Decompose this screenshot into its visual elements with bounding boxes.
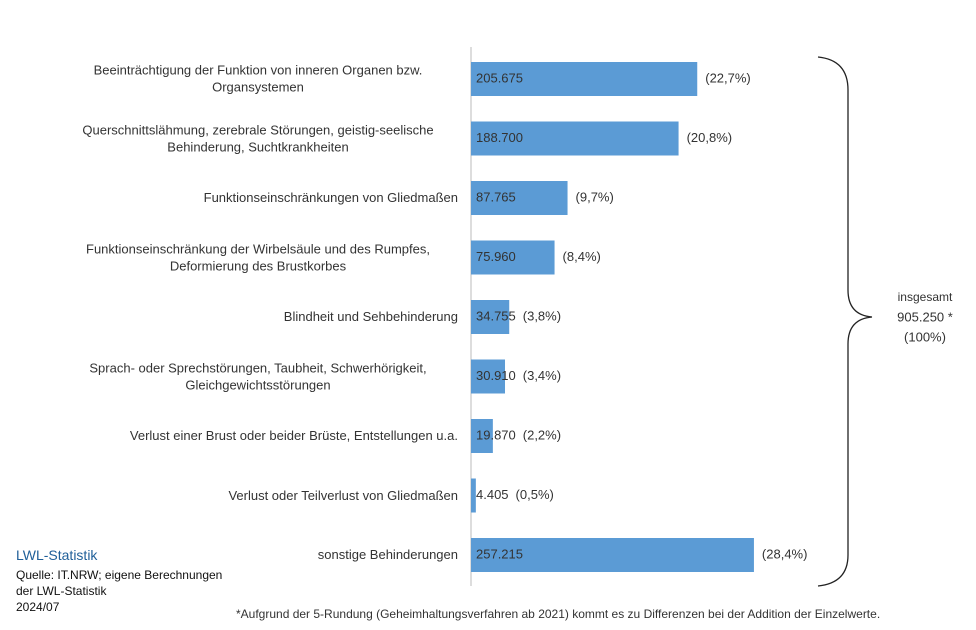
share-label: (2,2%) xyxy=(523,427,561,442)
share-label: (20,8%) xyxy=(687,130,733,145)
category-label-box: Funktionseinschränkung der Wirbelsäule u… xyxy=(48,240,458,275)
bar xyxy=(471,538,754,572)
category-label-box: Sprach- oder Sprechstörungen, Taubheit, … xyxy=(48,359,458,394)
total-label: insgesamt xyxy=(898,290,953,304)
category-label: Verlust einer Brust oder beider Brüste, … xyxy=(129,428,458,443)
total-share: (100%) xyxy=(904,329,946,344)
value-label: 75.960 xyxy=(476,249,516,264)
share-label: (0,5%) xyxy=(516,487,554,502)
value-label: 4.405 xyxy=(476,487,509,502)
brace xyxy=(817,56,873,587)
bar xyxy=(471,62,698,96)
bar xyxy=(471,478,476,513)
category-label-box: Beeinträchtigung der Funktion von innere… xyxy=(48,62,458,97)
bar xyxy=(471,181,568,215)
category-label-box: Verlust oder Teilverlust von Gliedmaßen xyxy=(48,487,458,505)
category-label-box: Querschnittslähmung, zerebrale Störungen… xyxy=(48,121,458,156)
value-label: 188.700 xyxy=(476,130,523,145)
category-label-box: Verlust einer Brust oder beider Brüste, … xyxy=(48,427,458,445)
category-label-box: Blindheit und Sehbehinderung xyxy=(48,308,458,326)
source-line: der LWL-Statistik xyxy=(16,584,107,598)
bar xyxy=(471,240,555,275)
category-label: Querschnittslähmung, zerebrale Störungen… xyxy=(82,122,434,154)
category-label: Sprach- oder Sprechstörungen, Taubheit, … xyxy=(89,360,427,392)
source-line: Quelle: IT.NRW; eigene Berechnungen xyxy=(16,568,223,582)
category-label: Funktionseinschränkungen von Gliedmaßen xyxy=(203,190,458,205)
share-label: (3,4%) xyxy=(523,368,561,383)
category-label: sonstige Behinderungen xyxy=(317,547,458,562)
footnote: *Aufgrund der 5-Rundung (Geheimhaltungsv… xyxy=(236,607,880,621)
share-label: (3,8%) xyxy=(523,308,561,323)
value-label: 257.215 xyxy=(476,546,523,561)
category-label-box: sonstige Behinderungen xyxy=(48,546,458,564)
bar xyxy=(471,359,506,394)
share-label: (9,7%) xyxy=(576,189,614,204)
value-label: 87.765 xyxy=(476,189,516,204)
source-title: LWL-Statistik xyxy=(16,547,98,563)
category-label: Funktionseinschränkung der Wirbelsäule u… xyxy=(86,241,430,273)
share-label: (22,7%) xyxy=(705,70,751,85)
category-label: Verlust oder Teilverlust von Gliedmaßen xyxy=(228,487,458,503)
source-date: 2024/07 xyxy=(16,600,60,614)
category-label-box: Funktionseinschränkungen von Gliedmaßen xyxy=(48,189,458,207)
share-label: (8,4%) xyxy=(563,249,601,264)
value-label: 205.675 xyxy=(476,70,523,85)
category-label: Beeinträchtigung der Funktion von innere… xyxy=(93,62,423,95)
total-value: 905.250 * xyxy=(897,309,953,324)
bar xyxy=(471,300,510,334)
share-label: (28,4%) xyxy=(762,546,808,561)
value-label: 30.910 xyxy=(476,368,516,383)
value-label: 19.870 xyxy=(476,427,516,442)
bar xyxy=(471,419,493,453)
category-label: Blindheit und Sehbehinderung xyxy=(283,309,458,324)
bar xyxy=(471,121,679,156)
value-label: 34.755 xyxy=(476,308,516,323)
